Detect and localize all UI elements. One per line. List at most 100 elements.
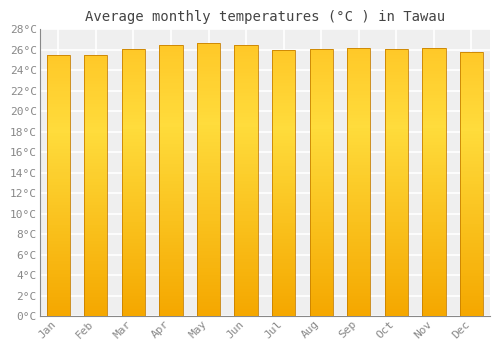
Bar [272, 253, 295, 256]
Bar [122, 253, 145, 256]
Bar [422, 48, 446, 316]
Bar [460, 111, 483, 114]
Bar [272, 309, 295, 313]
Bar [46, 238, 70, 241]
Bar [46, 74, 70, 78]
Bar [46, 149, 70, 153]
Bar [234, 188, 258, 191]
Bar [347, 98, 370, 101]
Bar [272, 116, 295, 120]
Bar [347, 282, 370, 286]
Bar [347, 48, 370, 51]
Bar [460, 273, 483, 276]
Bar [384, 306, 408, 309]
Bar [460, 197, 483, 201]
Bar [422, 296, 446, 299]
Bar [422, 229, 446, 232]
Bar [84, 221, 108, 225]
Bar [234, 167, 258, 171]
Bar [122, 99, 145, 102]
Bar [84, 251, 108, 254]
Bar [272, 306, 295, 309]
Bar [384, 122, 408, 125]
Bar [272, 266, 295, 270]
Bar [347, 78, 370, 81]
Bar [46, 136, 70, 140]
Bar [384, 82, 408, 85]
Bar [84, 94, 108, 97]
Bar [122, 286, 145, 289]
Bar [384, 232, 408, 236]
Bar [422, 71, 446, 74]
Bar [197, 142, 220, 146]
Bar [46, 110, 70, 113]
Bar [46, 221, 70, 225]
Bar [122, 122, 145, 125]
Bar [234, 117, 258, 120]
Bar [460, 71, 483, 75]
Bar [347, 172, 370, 175]
Bar [234, 174, 258, 177]
Bar [384, 289, 408, 293]
Bar [384, 105, 408, 109]
Bar [160, 46, 182, 316]
Bar [160, 255, 182, 259]
Bar [197, 306, 220, 309]
Bar [46, 176, 70, 179]
Bar [272, 136, 295, 140]
Bar [197, 286, 220, 289]
Bar [384, 155, 408, 159]
Bar [122, 186, 145, 189]
Bar [234, 309, 258, 313]
Bar [422, 256, 446, 259]
Bar [384, 193, 408, 196]
Bar [84, 218, 108, 221]
Bar [460, 108, 483, 111]
Bar [122, 129, 145, 132]
Bar [460, 174, 483, 177]
Bar [272, 133, 295, 136]
Bar [384, 99, 408, 102]
Bar [272, 203, 295, 206]
Bar [160, 177, 182, 181]
Bar [234, 252, 258, 255]
Bar [160, 201, 182, 204]
Bar [46, 254, 70, 257]
Bar [272, 210, 295, 213]
Bar [122, 249, 145, 253]
Bar [310, 219, 333, 223]
Bar [197, 204, 220, 207]
Bar [460, 260, 483, 263]
Bar [160, 46, 182, 49]
Bar [310, 276, 333, 279]
Bar [160, 215, 182, 218]
Bar [310, 112, 333, 116]
Bar [160, 86, 182, 90]
Bar [347, 125, 370, 128]
Bar [384, 243, 408, 246]
Bar [422, 91, 446, 94]
Bar [422, 212, 446, 215]
Bar [310, 89, 333, 92]
Bar [272, 140, 295, 143]
Bar [122, 223, 145, 226]
Bar [422, 118, 446, 121]
Bar [234, 96, 258, 100]
Bar [84, 192, 108, 195]
Bar [272, 216, 295, 219]
Bar [347, 309, 370, 313]
Bar [234, 123, 258, 127]
Bar [460, 68, 483, 71]
Bar [422, 78, 446, 81]
Bar [460, 131, 483, 134]
Bar [272, 110, 295, 113]
Bar [310, 236, 333, 239]
Bar [197, 105, 220, 108]
Bar [122, 266, 145, 269]
Bar [347, 239, 370, 242]
Bar [197, 54, 220, 57]
Bar [422, 252, 446, 256]
Bar [197, 245, 220, 248]
Bar [460, 296, 483, 300]
Bar [347, 88, 370, 91]
